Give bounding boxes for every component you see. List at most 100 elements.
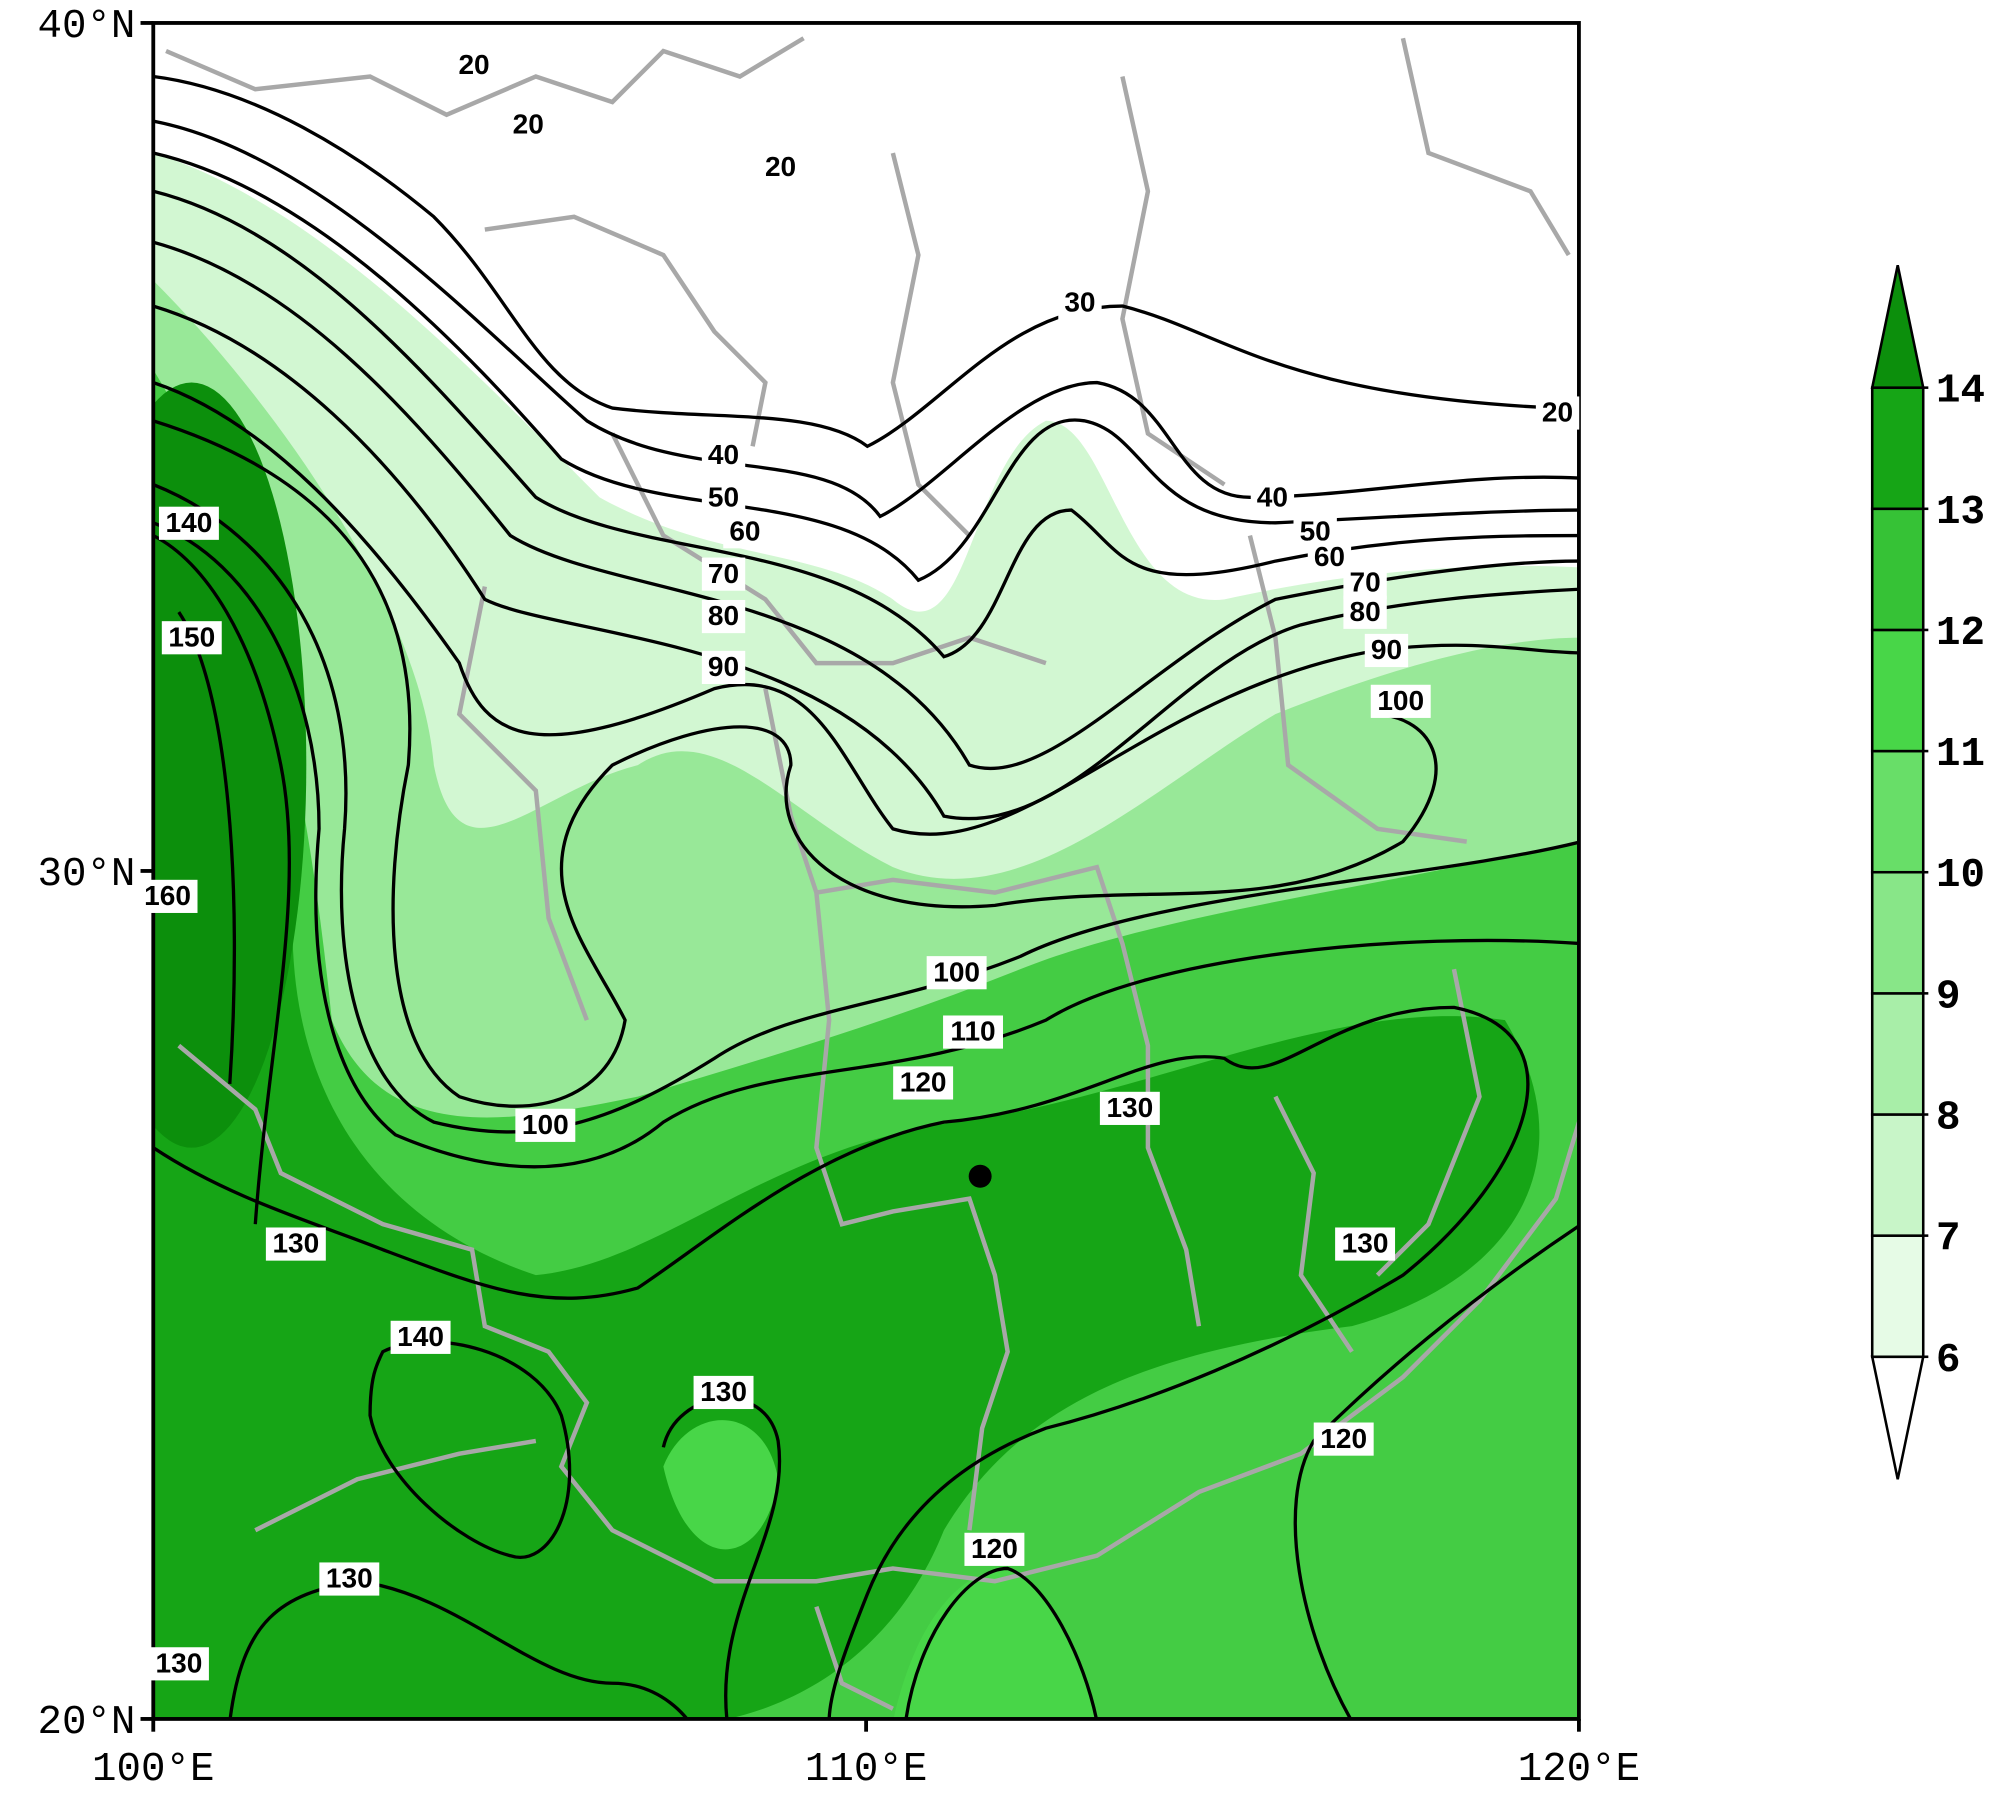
contour-label: 90: [1371, 634, 1402, 665]
contour-label-box: [1313, 1422, 1374, 1456]
contour-label-box: [515, 1108, 576, 1142]
contour-label-box: [893, 1066, 954, 1100]
colorbar-extend-high: [1870, 264, 1925, 389]
contour-label-box: [701, 481, 746, 515]
contour-label-box: [693, 1375, 754, 1410]
contour-label-box: [506, 108, 550, 142]
contour-label: 40: [1257, 482, 1288, 513]
contour-label: 90: [708, 651, 739, 682]
contour-label: 70: [1349, 566, 1380, 597]
contour-label: 20: [1542, 397, 1573, 428]
y-tick-label: 40°N: [37, 4, 135, 50]
contour-label: 130: [272, 1228, 319, 1259]
colorbar-label: 14: [1936, 369, 1985, 415]
contour-label: 80: [708, 600, 739, 631]
contour-label: 50: [708, 482, 739, 513]
colorbar-bin: [1870, 1234, 1925, 1359]
contour-label-box: [723, 515, 767, 549]
y-tick-label: 30°N: [37, 852, 135, 898]
contour-label-box: [926, 956, 987, 990]
contour-label-box: [1250, 481, 1295, 515]
colorbar-bin: [1870, 870, 1925, 995]
contour-label: 80: [1349, 596, 1380, 627]
contour-label: 30: [1064, 286, 1095, 317]
shade-dark: [153, 420, 1540, 1719]
colorbar-bin: [1870, 386, 1925, 511]
colorbar-label: 13: [1936, 490, 1985, 536]
contour-label-box: [1099, 1091, 1160, 1125]
contour-label: 140: [166, 507, 213, 538]
x-tick-label: 120°E: [1518, 1747, 1640, 1793]
contour-label: 100: [522, 1109, 569, 1140]
contour-label: 130: [156, 1648, 203, 1679]
contour-label: 130: [700, 1376, 747, 1407]
colorbar-label: 7: [1936, 1217, 1960, 1263]
x-tick-label: 100°E: [92, 1747, 214, 1793]
dynamic-layer: 100°E 110°E 120°E 20°N 30°N 40°N 20 20 20 30 20 40 5…: [37, 4, 1984, 1793]
colorbar-bin: [1870, 1113, 1925, 1237]
contour-label: 120: [1320, 1423, 1367, 1454]
contour-label: 120: [900, 1067, 947, 1098]
shade-darkest: [153, 382, 307, 1148]
contour-label-box: [161, 621, 222, 655]
colorbar-bin: [1870, 749, 1925, 874]
contour-line: [904, 1566, 1099, 1719]
colorbar-label: 9: [1936, 974, 1960, 1020]
colorbar-bin: [1870, 507, 1925, 632]
colorbar-extend-low: [1870, 1355, 1925, 1480]
contour-line: [153, 1005, 1530, 1719]
contour-label: 60: [1314, 541, 1345, 572]
contour-label: 130: [1106, 1092, 1153, 1123]
colorbar-label: 11: [1936, 732, 1985, 778]
contour-label: 60: [729, 515, 760, 546]
contour-label: 160: [144, 880, 191, 911]
colorbar-label: 6: [1936, 1338, 1960, 1384]
contour-label: 20: [765, 151, 796, 182]
station-marker: [968, 1164, 992, 1188]
contour-label: 110: [950, 1016, 995, 1047]
contour-label: 100: [933, 956, 980, 987]
contour-label-box: [452, 48, 496, 82]
contour-label: 140: [397, 1321, 444, 1352]
contour-label-box: [390, 1320, 451, 1354]
contour-label: 40: [708, 439, 739, 470]
contour-line: [228, 1579, 690, 1719]
contour-label-box: [701, 438, 746, 473]
colorbar-label: 10: [1936, 853, 1985, 899]
contour-label-box: [158, 506, 219, 540]
contour-line: [153, 419, 1438, 1108]
y-tick-label: 20°N: [37, 1700, 135, 1746]
contour-label: 130: [1342, 1228, 1389, 1259]
contour-label: 100: [1377, 685, 1424, 716]
colorbar-label: 12: [1936, 611, 1985, 657]
contour-label-box: [701, 599, 746, 634]
x-tick-label: 110°E: [805, 1747, 927, 1793]
contour-label-box: [758, 150, 803, 184]
contour-label: 120: [971, 1533, 1018, 1564]
contour-label: 20: [458, 49, 489, 80]
contour-label-box: [701, 557, 746, 591]
contour-label-box: [964, 1532, 1025, 1566]
contour-label-box: [319, 1562, 380, 1596]
contour-line: [153, 521, 1579, 1169]
contour-label-box: [1364, 633, 1409, 668]
contour-label-box: [1370, 684, 1431, 718]
contour-line: [153, 74, 1557, 449]
contour-label-box: [1343, 566, 1387, 600]
contour-label: 70: [708, 558, 739, 589]
colorbar-label: 8: [1936, 1096, 1960, 1142]
contour-label-box: [1535, 396, 1580, 430]
contour-label-box: [701, 650, 746, 685]
contour-label: 130: [326, 1563, 373, 1594]
colorbar-bin: [1870, 628, 1925, 753]
province-border: [165, 36, 1579, 1711]
contour-label: 20: [513, 108, 544, 139]
map-area: [153, 22, 1579, 1719]
contour-line: [153, 189, 1579, 659]
contour-label-box: [1343, 595, 1387, 629]
contour-line: [153, 483, 1579, 1134]
contour-line: [368, 1340, 572, 1559]
colorbar-bin: [1870, 992, 1925, 1116]
